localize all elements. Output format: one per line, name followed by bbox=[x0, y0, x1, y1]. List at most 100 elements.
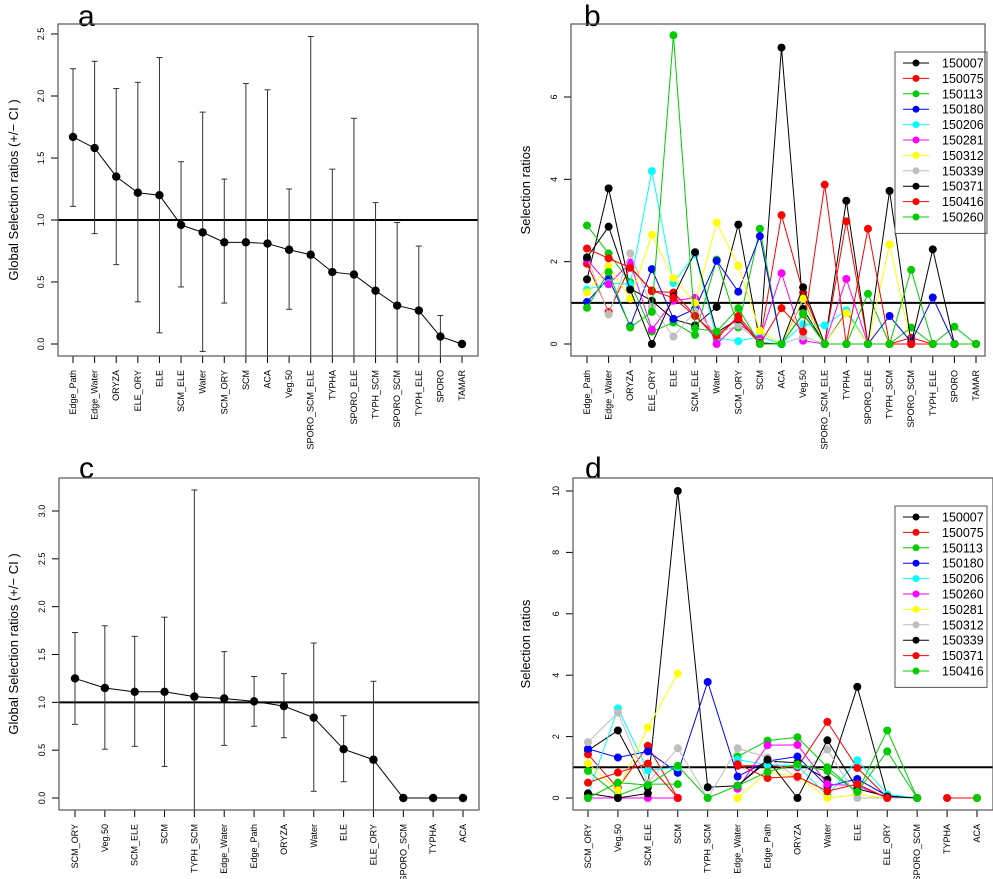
legend-label: 150180 bbox=[942, 103, 984, 117]
panel-c: c 0.0 0.5 1.0 1.5 2.0 2.5 3.0 Global Selection r… bbox=[6, 452, 480, 879]
legend-item: 150260 bbox=[903, 211, 984, 225]
x-tick-label: TYPHA bbox=[841, 370, 851, 400]
data-point bbox=[734, 321, 743, 330]
x-tick-label: Edge_Water bbox=[90, 370, 100, 420]
legend-item: 150339 bbox=[903, 164, 984, 178]
data-point bbox=[712, 327, 721, 336]
x-tick-label: ACA bbox=[458, 824, 468, 843]
x-tick-label: Edge_Water bbox=[604, 370, 614, 420]
legend-item: 150312 bbox=[903, 618, 984, 632]
data-point bbox=[673, 669, 682, 678]
legend-item: 150075 bbox=[903, 526, 984, 540]
y-tick-label: 1.5 bbox=[36, 152, 46, 165]
data-point bbox=[369, 755, 378, 764]
x-tick-label: ELE_ORY bbox=[133, 370, 143, 411]
legend-item: 150281 bbox=[903, 603, 984, 617]
series-150260 bbox=[583, 31, 980, 348]
y-tick-label: 4 bbox=[549, 177, 559, 182]
legend-item: 150371 bbox=[903, 649, 984, 663]
legend-box bbox=[894, 51, 988, 234]
series-line bbox=[587, 770, 678, 797]
legend-swatch-dot bbox=[912, 136, 920, 144]
x-tick-label: TYPH_SCM bbox=[189, 824, 199, 873]
data-point bbox=[643, 723, 652, 732]
plot-area bbox=[573, 487, 993, 802]
data-point bbox=[928, 293, 937, 302]
y-tick-label: 1.5 bbox=[37, 648, 47, 661]
plot-area bbox=[571, 31, 985, 348]
plot-frame bbox=[58, 477, 480, 811]
x-tick-label: SCM bbox=[755, 370, 765, 390]
data-point bbox=[883, 794, 892, 802]
data-point bbox=[613, 786, 622, 795]
x-tick-label: TAMAR bbox=[971, 370, 981, 401]
x-tick-label: SCM_ORY bbox=[733, 370, 743, 414]
x-tick-label: Veg.50 bbox=[798, 370, 808, 398]
data-point bbox=[733, 760, 742, 769]
x-tick-label: SCM bbox=[241, 370, 251, 390]
legend-swatch-dot bbox=[912, 182, 920, 190]
data-point bbox=[647, 286, 656, 295]
x-tick-label: ELE_ORY bbox=[368, 824, 378, 865]
data-point bbox=[734, 304, 743, 313]
series-line bbox=[587, 680, 918, 799]
x-tick-label: TAMAR bbox=[457, 370, 467, 401]
data-point bbox=[284, 245, 294, 254]
x-tick-label: SPORO bbox=[949, 370, 959, 403]
data-point bbox=[584, 744, 592, 753]
series-line bbox=[587, 490, 918, 799]
data-point bbox=[799, 283, 808, 292]
data-point bbox=[647, 325, 656, 334]
data-point bbox=[691, 312, 700, 321]
x-tick-label: SPORO_SCM bbox=[392, 370, 402, 428]
legend-label: 150312 bbox=[942, 149, 984, 163]
legend-item: 150206 bbox=[903, 572, 984, 586]
legend-swatch-dot bbox=[912, 590, 920, 598]
data-point bbox=[853, 794, 862, 802]
data-point bbox=[673, 744, 682, 753]
data-point bbox=[399, 793, 408, 803]
x-tick-label: Edge_Water bbox=[219, 824, 229, 874]
data-point bbox=[733, 781, 742, 790]
legend-swatch-dot bbox=[912, 559, 920, 567]
data-point bbox=[328, 267, 337, 277]
legend-label: 150312 bbox=[942, 618, 984, 632]
data-point bbox=[220, 238, 229, 247]
data-point bbox=[883, 726, 892, 735]
data-point bbox=[691, 298, 700, 307]
legend-box bbox=[894, 505, 988, 688]
series-line bbox=[737, 763, 888, 799]
data-point bbox=[853, 780, 862, 789]
data-point bbox=[155, 191, 164, 200]
x-tick-label: Edge_Path bbox=[249, 824, 259, 869]
data-point bbox=[673, 761, 682, 770]
data-point bbox=[673, 768, 682, 777]
y-tick-label: 3.0 bbox=[37, 505, 47, 518]
legend-label: 150075 bbox=[942, 526, 984, 540]
data-point bbox=[853, 763, 862, 772]
data-point bbox=[613, 778, 622, 787]
data-point bbox=[349, 270, 359, 279]
data-point bbox=[604, 254, 613, 263]
data-point bbox=[691, 330, 700, 339]
legend-label: 150260 bbox=[942, 211, 984, 225]
data-point bbox=[820, 321, 829, 330]
data-point bbox=[613, 794, 622, 802]
data-point bbox=[583, 275, 591, 284]
y-tick-label: 0.0 bbox=[36, 338, 46, 351]
x-tick-label: Veg.50 bbox=[100, 824, 110, 852]
data-point bbox=[613, 726, 622, 735]
panel-d: d 0 2 4 6 8 10 Selection ratios SCM_ORY Veg.50 SCM… bbox=[518, 452, 993, 879]
plot-area bbox=[59, 489, 479, 810]
data-point bbox=[604, 184, 613, 193]
data-point bbox=[907, 340, 916, 348]
data-point bbox=[673, 794, 682, 802]
x-tick-label: SCM_ORY bbox=[219, 370, 229, 414]
data-point bbox=[584, 750, 592, 759]
legend-label: 150206 bbox=[942, 572, 984, 586]
x-tick-label: ELE bbox=[339, 824, 349, 841]
series-line bbox=[586, 215, 976, 346]
data-point bbox=[907, 265, 916, 274]
data-point bbox=[691, 324, 700, 333]
data-point bbox=[763, 755, 772, 764]
